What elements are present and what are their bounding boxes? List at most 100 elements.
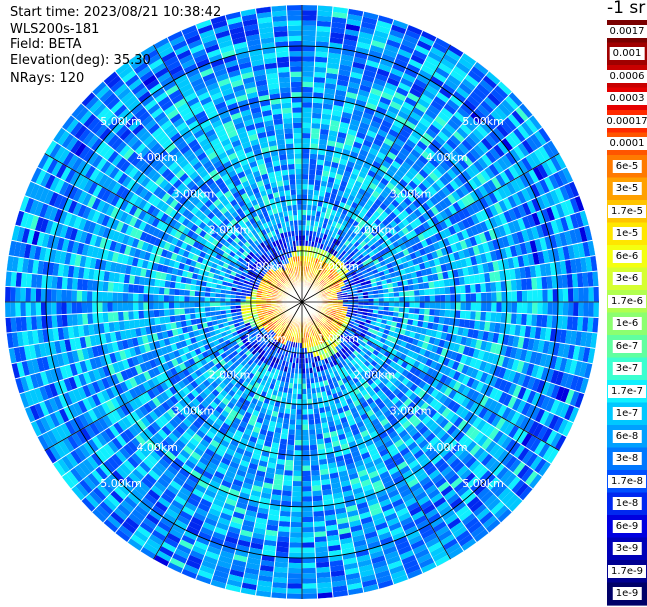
ppi-cell	[449, 179, 460, 191]
ppi-cell	[538, 145, 551, 162]
ppi-cell	[545, 191, 556, 207]
ppi-cell	[422, 321, 429, 329]
ppi-cell	[345, 572, 361, 581]
ppi-cell	[511, 359, 520, 372]
ppi-cell	[315, 270, 320, 276]
ppi-cell	[320, 386, 326, 393]
ppi-cell	[442, 421, 454, 433]
ppi-cell	[509, 346, 518, 359]
ppi-cell	[373, 110, 386, 120]
ppi-cell	[334, 89, 347, 97]
ppi-cell	[443, 157, 455, 169]
ppi-cell	[418, 154, 429, 165]
ppi-cell	[463, 181, 474, 194]
ppi-cell	[302, 404, 308, 410]
ppi-cell	[549, 261, 557, 276]
ppi-cell	[295, 419, 302, 425]
ppi-cell	[437, 355, 446, 365]
ppi-cell	[414, 102, 428, 113]
ppi-cell	[313, 521, 326, 527]
ppi-cell	[485, 282, 492, 293]
ppi-cell	[317, 154, 326, 161]
ppi-cell	[425, 465, 438, 476]
ppi-cell	[498, 212, 508, 225]
ppi-cell	[302, 573, 317, 579]
ppi-cell	[377, 285, 383, 290]
ppi-cell	[493, 389, 504, 402]
ppi-cell	[467, 328, 474, 339]
ppi-cell	[423, 245, 432, 255]
ppi-cell	[317, 200, 324, 207]
ppi-cell	[439, 418, 450, 429]
ppi-cell	[425, 55, 441, 67]
ppi-cell	[311, 267, 315, 274]
ppi-cell	[383, 457, 395, 467]
ppi-cell	[318, 402, 325, 409]
ppi-cell	[327, 339, 333, 345]
ppi-cell	[403, 312, 409, 319]
ppi-cell	[322, 165, 331, 172]
ppi-cell	[330, 575, 347, 583]
ppi-cell	[434, 202, 444, 213]
ppi-cell	[288, 429, 296, 435]
ppi-cell	[329, 254, 336, 261]
ppi-cell	[364, 334, 371, 341]
ppi-cell	[325, 72, 338, 80]
ppi-cell	[484, 385, 494, 398]
ppi-cell	[552, 416, 564, 433]
ppi-cell	[544, 327, 552, 342]
ppi-cell	[324, 335, 330, 341]
ppi-cell	[328, 171, 337, 179]
ppi-cell	[432, 41, 448, 54]
ppi-cell	[326, 333, 331, 340]
ppi-cell	[438, 279, 445, 288]
ppi-cell	[424, 484, 438, 496]
ppi-cell	[314, 423, 322, 430]
ppi-cell	[397, 511, 412, 522]
ppi-cell	[325, 524, 338, 532]
ppi-cell	[429, 46, 446, 59]
ppi-cell	[391, 142, 403, 152]
ppi-cell	[480, 253, 488, 264]
ppi-cell	[351, 335, 358, 342]
ppi-cell	[345, 286, 352, 291]
ppi-cell	[498, 199, 508, 213]
ppi-cell	[524, 118, 539, 134]
ppi-cell	[385, 400, 395, 410]
ppi-cell	[469, 401, 480, 414]
ppi-cell	[496, 291, 502, 302]
ppi-cell	[335, 246, 342, 253]
ppi-cell	[366, 54, 382, 64]
ppi-cell	[318, 287, 324, 291]
ppi-cell	[316, 25, 331, 33]
ppi-cell	[539, 410, 550, 426]
ppi-cell	[349, 251, 356, 258]
ppi-cell	[505, 455, 518, 470]
ppi-cell	[527, 338, 535, 351]
ppi-cell	[439, 287, 446, 295]
ppi-cell	[277, 531, 290, 538]
ppi-cell	[349, 172, 359, 181]
ppi-cell	[345, 504, 358, 513]
ppi-cell	[456, 464, 469, 477]
ppi-cell	[545, 206, 556, 222]
ppi-cell	[307, 184, 315, 190]
ppi-cell	[541, 161, 553, 177]
ppi-cell	[379, 124, 391, 134]
ppi-cell	[536, 210, 546, 225]
ppi-cell	[295, 414, 302, 420]
ppi-cell	[510, 313, 517, 325]
ppi-cell	[453, 480, 467, 493]
ppi-cell	[363, 191, 372, 199]
ppi-cell	[413, 467, 426, 479]
ppi-cell	[379, 96, 392, 106]
ppi-cell	[355, 496, 367, 505]
ppi-cell	[559, 260, 567, 275]
ppi-cell	[490, 480, 504, 494]
ppi-cell	[371, 435, 382, 444]
ppi-cell	[433, 257, 441, 267]
ppi-cell	[418, 282, 425, 290]
ppi-cell	[327, 52, 342, 60]
ppi-cell	[415, 270, 423, 278]
